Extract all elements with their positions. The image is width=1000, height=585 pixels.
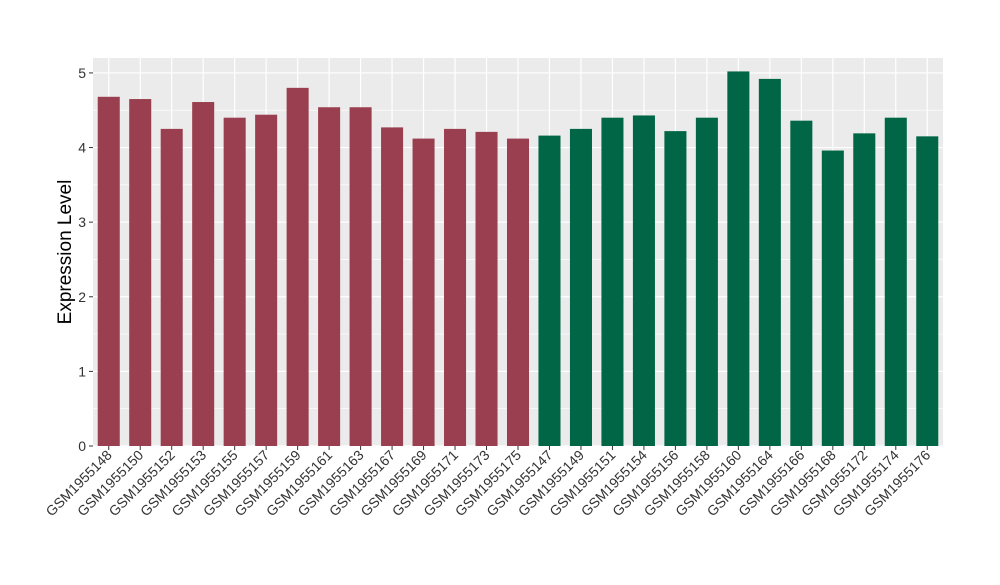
bar-GSM1955166 [790,120,813,446]
bar-GSM1955174 [884,117,907,446]
bar-GSM1955167 [381,127,404,447]
bar-GSM1955169 [412,138,435,447]
bar-GSM1955147 [538,135,561,446]
y-tick-label: 0 [78,438,86,454]
bar-GSM1955154 [632,115,655,446]
y-axis-label: Expression Level [55,180,76,325]
y-axis: 0 1 2 3 4 5 [78,65,93,454]
y-tick-label: 2 [78,289,86,305]
bars [97,71,939,447]
bar-GSM1955150 [129,99,152,447]
bar-GSM1955161 [318,107,341,446]
bar-GSM1955160 [727,71,750,446]
bar-GSM1955164 [758,78,781,447]
y-tick-label: 5 [78,65,86,81]
bar-GSM1955151 [601,117,624,446]
bar-GSM1955159 [286,87,309,446]
y-tick-label: 1 [78,363,86,379]
bar-GSM1955163 [349,107,372,446]
bar-GSM1955155 [223,117,246,446]
bar-GSM1955157 [255,114,278,446]
bar-GSM1955175 [506,138,530,447]
bar-GSM1955156 [664,131,687,446]
bar-GSM1955152 [160,128,183,446]
bar-GSM1955158 [695,117,718,446]
bar-GSM1955168 [821,150,844,446]
bar-GSM1955153 [192,102,215,447]
bar-GSM1955173 [475,131,498,446]
bar-GSM1955149 [569,128,592,446]
y-tick-label: 4 [78,140,86,156]
bar-GSM1955171 [444,128,467,446]
bar-GSM1955176 [916,136,939,446]
bar-GSM1955148 [97,96,120,447]
x-axis: GSM1955148GSM1955150GSM1955152GSM1955153… [42,446,934,519]
y-tick-label: 3 [78,214,86,230]
bar-GSM1955172 [853,133,876,446]
